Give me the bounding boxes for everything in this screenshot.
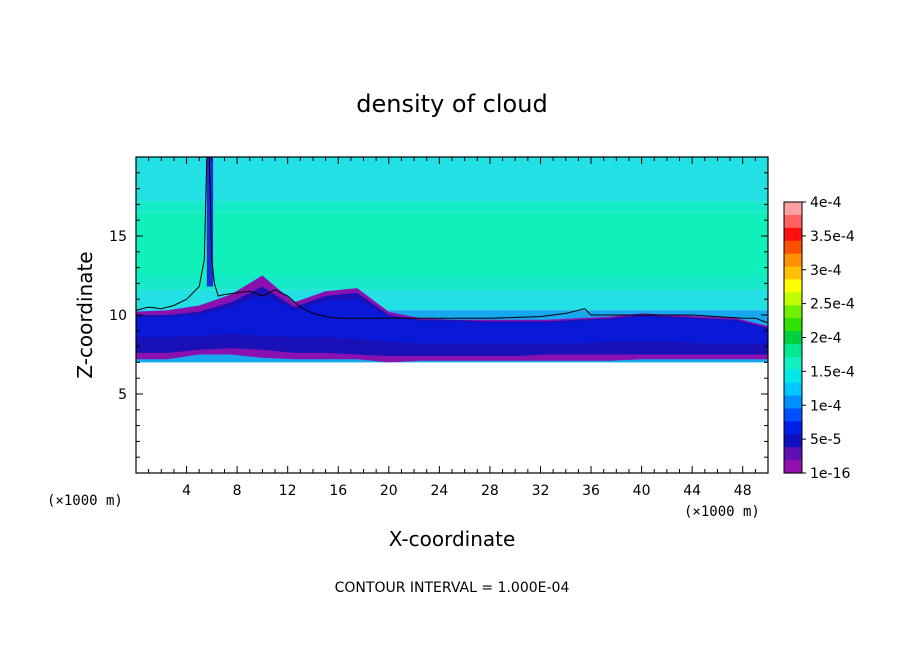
colorbar-swatch <box>784 318 802 332</box>
colorbar-swatch <box>784 421 802 435</box>
x-tick-label: 36 <box>582 483 600 499</box>
field-band <box>136 275 768 290</box>
field-layer <box>136 294 768 344</box>
colorbar-swatch <box>784 460 802 474</box>
x-tick-label: 40 <box>633 483 651 499</box>
z-unit-label: (×1000 m) <box>47 493 123 509</box>
x-tick-label: 44 <box>683 483 701 499</box>
colorbar-swatch <box>784 408 802 422</box>
x-tick-label: 28 <box>481 483 499 499</box>
colorbar-swatch <box>784 227 802 242</box>
colorbar-label: 3.5e-4 <box>810 229 855 245</box>
chart-title: density of cloud <box>356 90 547 118</box>
colorbar-swatch <box>784 214 802 229</box>
y-tick-label: 15 <box>109 229 127 245</box>
field-band <box>136 157 768 202</box>
colorbar-swatch <box>784 202 802 216</box>
y-tick-label: 5 <box>118 387 127 403</box>
colorbar-label: 1e-4 <box>810 398 842 414</box>
y-axis-label: Z-coordinate <box>73 251 97 378</box>
colorbar-swatch <box>784 356 802 371</box>
contour-line <box>136 157 768 324</box>
colorbar-swatch <box>784 447 802 461</box>
x-tick-label: 12 <box>279 483 297 499</box>
colorbar <box>784 202 802 474</box>
colorbar-swatch <box>784 343 802 358</box>
x-tick-label: 24 <box>430 483 448 499</box>
colorbar-swatch <box>784 434 802 448</box>
colorbar-label: 4e-4 <box>810 195 842 211</box>
colorbar-swatch <box>784 369 802 384</box>
x-unit-label: (×1000 m) <box>684 504 760 520</box>
colorbar-swatch <box>784 382 802 397</box>
y-axis-ticks: 5 10 15 <box>109 172 768 458</box>
colorbar-label: 2e-4 <box>810 331 842 347</box>
colorbar-swatch <box>784 305 802 319</box>
x-axis-label: X-coordinate <box>389 527 516 551</box>
colorbar-label: 1.5e-4 <box>810 364 855 380</box>
colorbar-swatch <box>784 292 802 306</box>
colorbar-swatch <box>784 395 802 410</box>
contour-line-group <box>136 157 768 324</box>
colorbar-swatch <box>784 253 802 268</box>
colorbar-swatch <box>784 331 802 345</box>
y-tick-label: 10 <box>109 308 127 324</box>
field-band <box>136 212 768 276</box>
colorbar-labels: 4e-4 3.5e-4 3e-4 2.5e-4 2e-4 1.5e-4 1e-4 5e-5 1e… <box>802 195 855 482</box>
colorbar-label: 5e-5 <box>810 432 841 448</box>
x-tick-label: 32 <box>532 483 550 499</box>
x-tick-label: 4 <box>182 483 191 499</box>
plot-area <box>136 157 768 363</box>
contour-interval-note: CONTOUR INTERVAL = 1.000E-04 <box>335 580 570 596</box>
x-tick-label: 48 <box>734 483 752 499</box>
updraft-column <box>206 157 214 287</box>
x-tick-label: 16 <box>329 483 347 499</box>
field-band <box>136 201 768 213</box>
x-axis-ticks: 4 8 12 16 20 24 28 32 36 40 44 48 <box>148 157 756 499</box>
colorbar-swatch <box>784 279 802 293</box>
colorbar-label: 3e-4 <box>810 263 842 279</box>
colorbar-label: 2.5e-4 <box>810 297 855 313</box>
colorbar-swatch <box>784 240 802 255</box>
colorbar-swatch <box>784 266 802 281</box>
colorbar-label: 1e-16 <box>810 466 850 482</box>
x-tick-label: 8 <box>233 483 242 499</box>
x-tick-label: 20 <box>380 483 398 499</box>
